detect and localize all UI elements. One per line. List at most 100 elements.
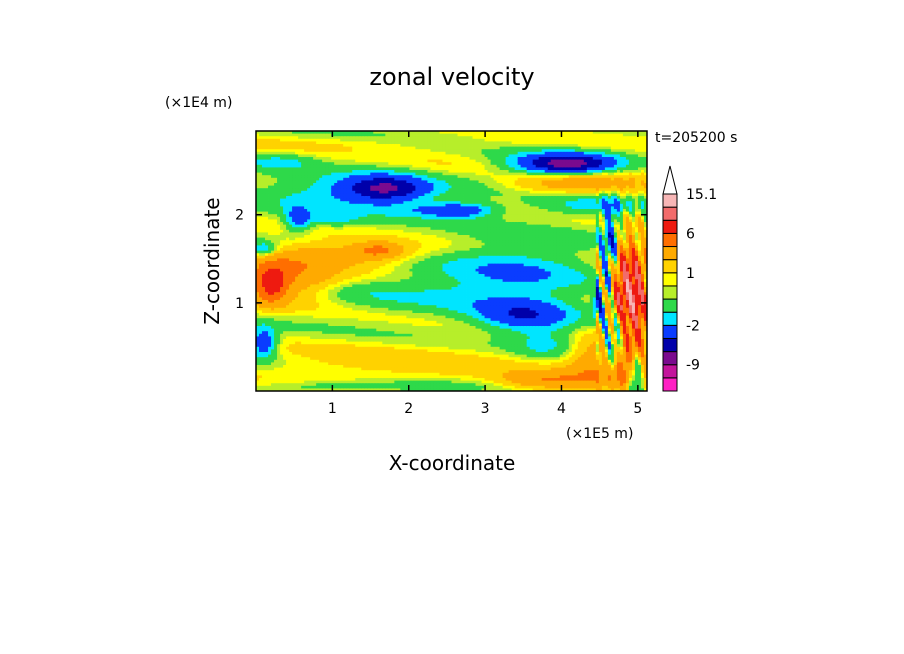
heat-cell [304,196,308,199]
heat-cell [268,310,272,314]
heat-cell [292,380,296,384]
heat-cell [388,162,392,166]
heat-cell [295,333,299,337]
heat-cell [283,279,287,283]
heat-cell [400,313,404,316]
heat-cell [319,279,323,283]
heat-cell [337,333,341,337]
heat-cell [280,177,284,181]
heat-cell [277,131,281,134]
heat-cell [388,378,392,381]
heat-cell [334,240,338,244]
heat-cell [367,183,371,186]
heat-cell [397,292,401,296]
heat-cell [358,300,362,303]
heat-cell [295,344,299,348]
heat-cell [355,222,359,225]
heat-cell [283,367,287,371]
heat-cell [259,279,263,283]
heat-cell [307,149,311,153]
heat-cell [328,193,332,197]
heat-cell [367,198,371,202]
heat-cell [355,157,359,160]
heat-cell [292,375,296,379]
heat-cell [400,258,404,262]
heat-cell [343,313,347,316]
heat-cell [277,328,281,332]
heat-cell [295,279,299,283]
heat-cell [295,284,299,288]
heat-cell [379,185,383,189]
heat-cell [316,185,320,189]
heat-cell [358,341,362,345]
heat-cell [346,274,350,277]
heat-cell [268,378,272,381]
heat-cell [319,255,323,259]
heat-cell [325,183,329,186]
heat-cell [343,383,347,387]
heat-cell [304,131,308,134]
heat-cell [355,250,359,254]
heat-cell [331,380,335,384]
heat-cell [397,268,401,272]
heat-cell [286,274,290,277]
heat-cell [394,133,398,137]
heat-cell [370,183,374,186]
heat-cell [379,175,383,179]
heat-cell [349,365,353,368]
heat-cell [295,138,299,142]
heat-cell [310,136,314,140]
heat-cell [298,201,302,205]
heat-cell [373,193,377,197]
heat-cell [259,310,263,314]
heat-cell [403,310,407,314]
heat-cell [379,203,383,207]
heat-cell [346,333,350,337]
heat-cell [331,365,335,368]
heat-cell [364,248,368,251]
heat-cell [388,365,392,368]
heat-cell [304,331,308,335]
heat-cell [310,263,314,267]
heat-cell [403,224,407,228]
heat-cell [385,141,389,145]
heat-cell [328,318,332,322]
heat-cell [382,157,386,160]
heat-cell [259,326,263,329]
heat-cell [352,294,356,298]
heat-cell [304,323,308,327]
heat-cell [352,136,356,140]
heat-cell [334,331,338,335]
heat-cell [379,385,383,389]
heat-cell [295,367,299,371]
heat-cell [328,331,332,335]
heat-cell [304,352,308,355]
heat-cell [301,253,305,257]
heat-cell [331,359,335,363]
heat-cell [280,235,284,238]
heat-cell [370,372,374,376]
heat-cell [277,354,281,358]
heat-cell [307,300,311,303]
heat-cell [265,157,269,160]
heat-cell [322,367,326,371]
heat-cell [292,159,296,163]
heat-cell [334,323,338,327]
heat-cell [394,359,398,363]
heat-cell [271,219,275,223]
heat-cell [316,287,320,290]
heat-cell [385,131,389,134]
heat-cell [403,326,407,329]
heat-cell [370,292,374,296]
heat-cell [358,196,362,199]
heat-cell [376,248,380,251]
heat-cell [397,253,401,257]
heat-cell [292,349,296,353]
heat-cell [346,183,350,186]
heat-cell [256,344,260,348]
heat-cell [334,131,338,134]
heat-cell [385,336,389,340]
heat-cell [349,357,353,361]
heat-cell [277,162,281,166]
heat-cell [367,196,371,199]
